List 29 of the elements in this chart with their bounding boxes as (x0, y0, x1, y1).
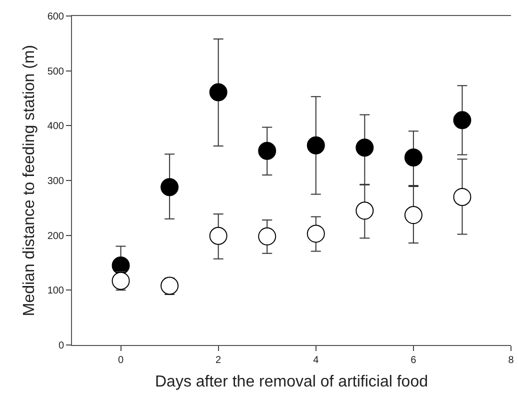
point (306, 224, 325, 243)
point (356, 202, 374, 220)
point (209, 83, 228, 102)
point (258, 227, 276, 246)
point (453, 188, 472, 206)
y-tick-label: 600 (47, 12, 64, 22)
point (453, 111, 472, 130)
y-tick-label: 500 (47, 66, 64, 78)
point (258, 142, 276, 160)
x-axis-title: Days after the removal of artificial food (154, 374, 428, 391)
y-axis-title: Median distance to feeding station (m) (21, 44, 38, 316)
point (160, 178, 179, 196)
y-tick-label: 0 (58, 340, 64, 352)
point (404, 206, 422, 224)
point (160, 276, 179, 296)
x-tick-label: 2 (216, 355, 222, 366)
point (404, 148, 422, 166)
point (209, 226, 228, 245)
point (356, 138, 374, 157)
y-tick-label: 400 (47, 121, 64, 132)
x-tick-label: 6 (410, 355, 417, 366)
x-tick-label: 8 (508, 355, 514, 366)
x-tick-label: 4 (313, 355, 320, 366)
y-tick-label: 200 (47, 230, 64, 242)
point (112, 272, 130, 290)
point (306, 136, 325, 154)
x-tick-label: 0 (118, 355, 124, 366)
y-tick-label: 300 (47, 176, 64, 187)
y-tick-label: 100 (47, 286, 64, 297)
